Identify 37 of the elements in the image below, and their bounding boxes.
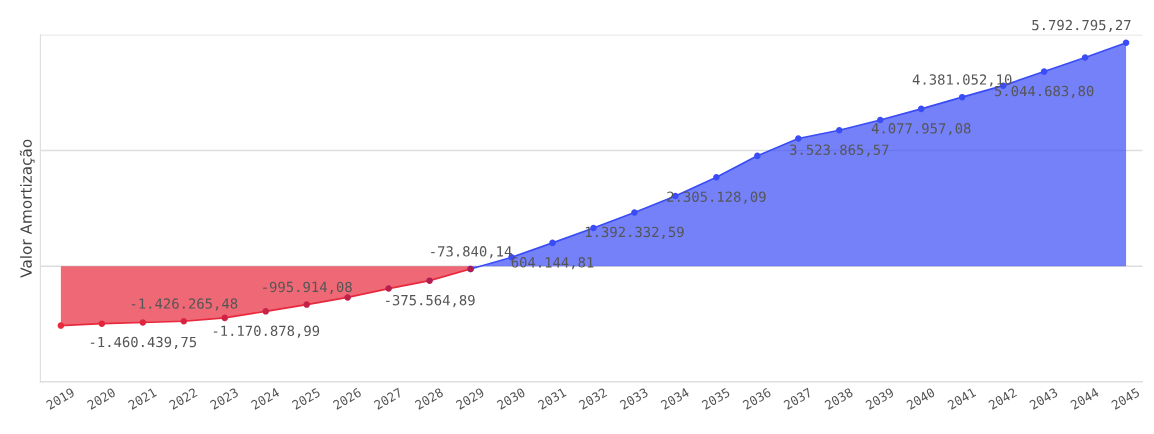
point: [98, 320, 106, 327]
point: [631, 209, 638, 216]
point: [426, 277, 433, 284]
point: [262, 308, 269, 315]
data-label: -1.460.439,75: [90, 336, 197, 349]
x-tick-label: 2041: [947, 387, 977, 410]
data-label: 5.792.795,27: [1032, 19, 1131, 33]
point: [344, 294, 351, 301]
data-label: 2.305.128,09: [667, 191, 766, 204]
point: [1040, 68, 1048, 75]
point: [57, 322, 65, 329]
data-label: -1.170.878,99: [213, 325, 320, 338]
point: [303, 301, 310, 308]
point: [549, 239, 556, 247]
data-label: 604.144,81: [511, 257, 594, 270]
data-label: 1.392.332,59: [585, 226, 684, 239]
data-label: 4.077.957,08: [871, 123, 971, 136]
point: [1081, 54, 1089, 61]
data-label: -995.914,08: [263, 281, 352, 294]
data-label: 3.523.865,57: [790, 144, 889, 157]
data-label: -375.564,89: [386, 294, 475, 308]
data-label: 4.381.052,10: [912, 74, 1012, 87]
point: [139, 319, 147, 326]
point: [180, 317, 188, 325]
data-label: -1.426.265,48: [131, 298, 238, 311]
y-axis-title: Valor Amortização: [19, 139, 35, 278]
point: [795, 135, 802, 142]
point: [836, 126, 843, 134]
data-label: 5.044.683,80: [994, 85, 1094, 99]
point: [221, 314, 229, 322]
point: [958, 93, 966, 101]
data-label: -73.840,14: [431, 246, 512, 259]
point: [713, 174, 720, 181]
point: [385, 285, 392, 292]
point: [1122, 39, 1130, 46]
point: [917, 105, 925, 113]
point: [754, 152, 761, 160]
